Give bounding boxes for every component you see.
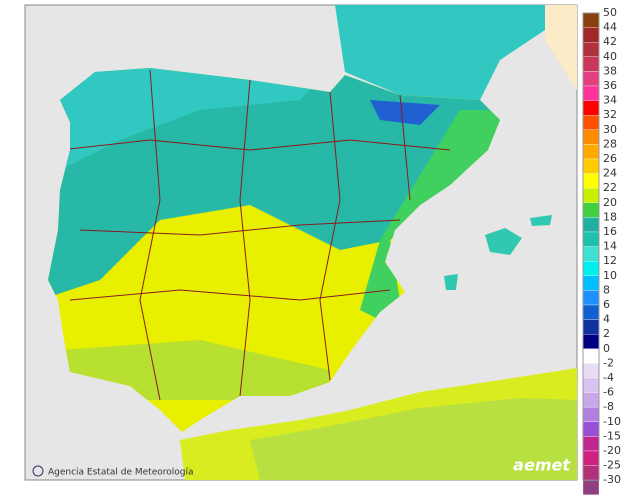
legend-label: 12 — [603, 254, 617, 267]
legend-label: 36 — [603, 79, 617, 92]
legend-swatch — [582, 85, 600, 101]
legend-swatch — [582, 290, 600, 306]
legend-label: 42 — [603, 35, 617, 48]
legend-label: 16 — [603, 225, 617, 238]
legend-label: 2 — [603, 327, 610, 340]
legend-swatch — [582, 202, 600, 218]
legend-label: -20 — [603, 444, 621, 457]
legend-swatch — [582, 319, 600, 335]
legend-swatch — [582, 246, 600, 262]
mallorca — [485, 228, 522, 255]
legend-label: -2 — [603, 356, 614, 369]
legend-swatch — [582, 144, 600, 160]
legend-label: 26 — [603, 152, 617, 165]
legend-label: 50 — [603, 6, 617, 19]
credit: Agencia Estatal de Meteorología — [48, 468, 194, 478]
map: Agencia Estatal de Meteorología aemet — [24, 4, 578, 481]
legend-frame — [582, 12, 600, 481]
legend-label: -6 — [603, 386, 614, 399]
legend-label: 10 — [603, 269, 617, 282]
legend-label: 14 — [603, 240, 617, 253]
legend-swatch — [582, 480, 600, 495]
legend-label: -8 — [603, 400, 614, 413]
legend-swatch — [582, 217, 600, 233]
legend-swatch — [582, 27, 600, 43]
legend-label: -25 — [603, 459, 621, 472]
legend-swatch — [582, 304, 600, 320]
legend-swatch — [582, 188, 600, 203]
legend-label: 34 — [603, 94, 617, 107]
ibiza — [444, 274, 458, 290]
legend-label: 38 — [603, 64, 617, 77]
italy — [545, 5, 577, 90]
legend-swatch — [582, 115, 600, 130]
legend-label: 32 — [603, 108, 617, 121]
pyrenees — [370, 100, 440, 125]
france — [335, 5, 545, 100]
legend-swatch — [582, 173, 600, 189]
legend-gap — [583, 348, 599, 364]
legend-swatch — [582, 275, 600, 291]
south-coast — [60, 340, 330, 400]
legend-swatch — [582, 261, 600, 276]
legend-label: 4 — [603, 313, 610, 326]
legend-swatch — [582, 377, 600, 393]
legend-label: 30 — [603, 123, 617, 136]
legend-swatch — [582, 421, 600, 437]
legend-swatch — [582, 334, 600, 349]
legend-swatch — [582, 129, 600, 145]
legend-label: 8 — [603, 283, 610, 296]
africa-green — [250, 398, 577, 480]
legend-swatch — [582, 231, 600, 247]
legend-swatch — [582, 12, 600, 28]
legend-label: -15 — [603, 429, 621, 442]
legend-label: 18 — [603, 210, 617, 223]
logo-icon — [32, 465, 44, 477]
legend-label: 28 — [603, 137, 617, 150]
legend-swatch — [582, 100, 600, 116]
legend-swatch — [582, 450, 600, 466]
logo: aemet — [513, 456, 571, 475]
legend-swatch — [582, 42, 600, 57]
east-coast — [360, 110, 500, 320]
land-coast — [48, 68, 340, 180]
legend-swatch — [582, 158, 600, 174]
legend-swatch — [582, 436, 600, 452]
legend-swatch — [582, 71, 600, 87]
legend-label: 20 — [603, 196, 617, 209]
menorca — [530, 215, 552, 226]
legend-label: 40 — [603, 50, 617, 63]
legend-label: 22 — [603, 181, 617, 194]
legend-label: -30 — [603, 473, 621, 486]
legend-label: -4 — [603, 371, 614, 384]
legend-label: 24 — [603, 167, 617, 180]
legend-label: 44 — [603, 21, 617, 34]
legend-swatch — [582, 56, 600, 72]
legend-swatch — [582, 407, 600, 422]
color-legend: 5044424038363432302826242220181614121086… — [582, 6, 621, 495]
legend-swatch — [582, 392, 600, 408]
legend-label: -10 — [603, 415, 621, 428]
legend-label: 0 — [603, 342, 610, 355]
legend-swatch — [582, 363, 600, 379]
legend-label: 6 — [603, 298, 610, 311]
legend-swatch — [582, 465, 600, 481]
